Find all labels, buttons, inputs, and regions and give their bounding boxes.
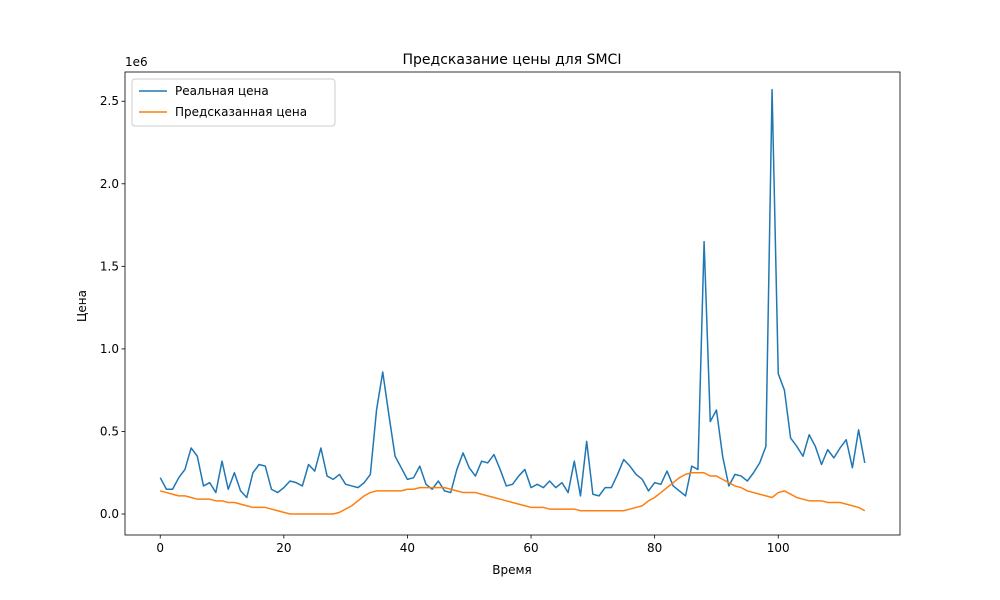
legend-label-2: Предсказанная цена xyxy=(175,105,307,119)
plot-area: 0 20 40 60 80 100 0.0 0.5 1.0 1.5 2.0 2.5 xyxy=(100,71,901,555)
series-line-1 xyxy=(159,88,866,499)
series-line-2 xyxy=(160,472,866,515)
x-tick-label: 80 xyxy=(647,541,662,555)
x-tick-label: 100 xyxy=(767,541,790,555)
y-tick-label: 2.5 xyxy=(100,94,119,108)
legend-label-1: Реальная цена xyxy=(175,84,269,98)
y-offset-label: 1e6 xyxy=(125,55,148,69)
y-tick-label: 1.0 xyxy=(100,342,119,356)
y-tick-label: 0.0 xyxy=(100,507,119,521)
x-tick-label: 60 xyxy=(523,541,538,555)
x-axis-label: Время xyxy=(492,563,532,577)
y-tick-label: 2.0 xyxy=(100,177,119,191)
x-tick-label: 0 xyxy=(156,541,164,555)
y-tick-label: 0.5 xyxy=(100,424,119,438)
x-tick-label: 20 xyxy=(276,541,291,555)
axes-frame xyxy=(124,71,901,536)
y-axis-label: Цена xyxy=(75,290,89,322)
chart-title: Предсказание цены для SMCI xyxy=(403,52,622,68)
x-tick-label: 40 xyxy=(400,541,415,555)
y-tick-label: 1.5 xyxy=(100,259,119,273)
legend: Реальная цена Предсказанная цена xyxy=(131,78,336,127)
legend-box xyxy=(131,78,336,127)
